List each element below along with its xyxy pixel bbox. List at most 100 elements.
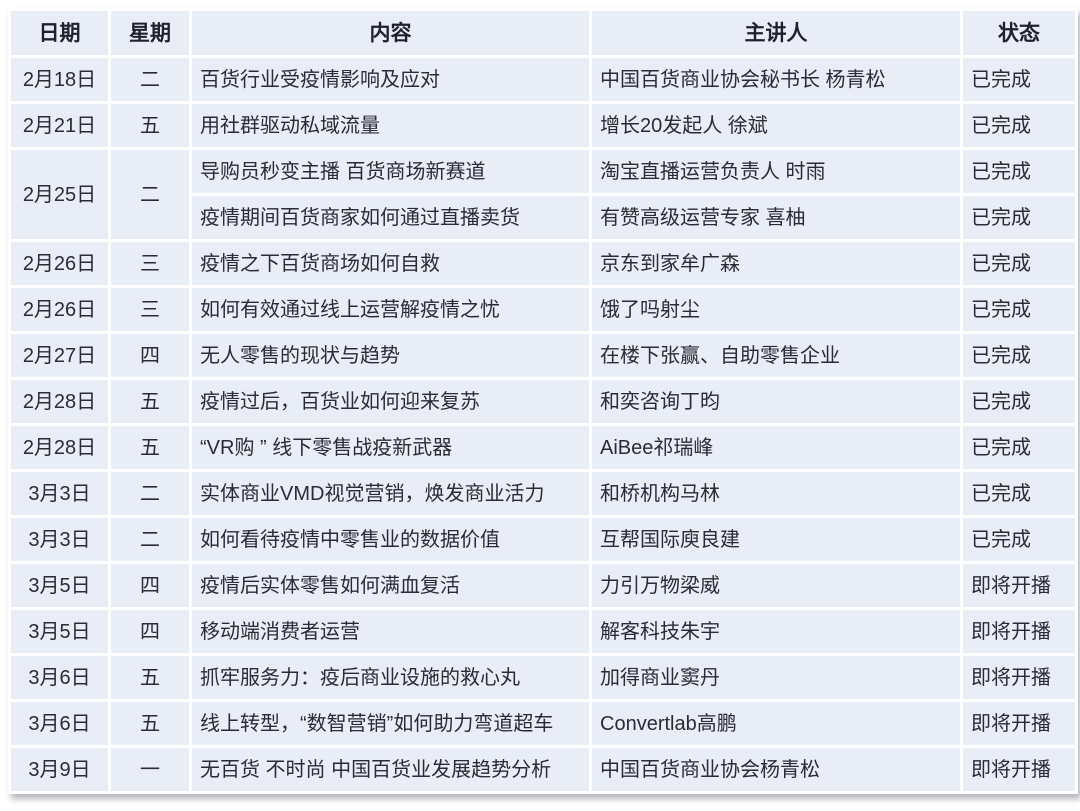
table-row: 疫情期间百货商家如何通过直播卖货 有赞高级运营专家 喜柚 已完成 xyxy=(11,196,1075,239)
table-row: 3月5日四疫情后实体零售如何满血复活 力引万物梁威 即将开播 xyxy=(11,564,1075,607)
cell-date: 2月26日 xyxy=(11,288,108,331)
cell-date: 3月6日 xyxy=(11,656,108,699)
cell-speaker: 解客科技朱宇 xyxy=(592,610,960,653)
schedule-table-wrap: 日期 星期 内容 主讲人 状态 2月18日二百货行业受疫情影响及应对 中国百货商业… xyxy=(8,8,1078,794)
cell-content: 疫情之下百货商场如何自救 xyxy=(192,242,589,285)
cell-speaker: 饿了吗射尘 xyxy=(592,288,960,331)
cell-content: 实体商业VMD视觉营销，焕发商业活力 xyxy=(192,472,589,515)
cell-weekday: 二 xyxy=(111,518,189,561)
cell-status: 已完成 xyxy=(963,518,1075,561)
cell-status: 已完成 xyxy=(963,58,1075,101)
webinar-schedule-table: 日期 星期 内容 主讲人 状态 2月18日二百货行业受疫情影响及应对 中国百货商业… xyxy=(8,8,1078,794)
column-header-date: 日期 xyxy=(11,11,108,55)
cell-speaker: Convertlab高鹏 xyxy=(592,702,960,745)
cell-date: 2月18日 xyxy=(11,58,108,101)
cell-status: 已完成 xyxy=(963,380,1075,423)
cell-status: 即将开播 xyxy=(963,564,1075,607)
cell-weekday: 三 xyxy=(111,242,189,285)
table-row: 3月6日五抓牢服务力：疫后商业设施的救心丸 加得商业窦丹 即将开播 xyxy=(11,656,1075,699)
cell-date: 2月28日 xyxy=(11,426,108,469)
cell-status: 即将开播 xyxy=(963,610,1075,653)
cell-status: 即将开播 xyxy=(963,656,1075,699)
cell-status: 已完成 xyxy=(963,426,1075,469)
column-header-status: 状态 xyxy=(963,11,1075,55)
cell-speaker: 中国百货商业协会秘书长 杨青松 xyxy=(592,58,960,101)
cell-content: 用社群驱动私域流量 xyxy=(192,104,589,147)
cell-weekday: 二 xyxy=(111,472,189,515)
cell-status: 即将开播 xyxy=(963,702,1075,745)
cell-date: 3月5日 xyxy=(11,564,108,607)
table-row: 2月26日三疫情之下百货商场如何自救 京东到家牟广森 已完成 xyxy=(11,242,1075,285)
table-row: 2月26日三如何有效通过线上运营解疫情之忧 饿了吗射尘 已完成 xyxy=(11,288,1075,331)
cell-weekday: 二 xyxy=(111,150,189,239)
cell-date: 2月28日 xyxy=(11,380,108,423)
table-row: 3月6日五线上转型，“数智营销”如何助力弯道超车 Convertlab高鹏 即将开播 xyxy=(11,702,1075,745)
cell-content: 导购员秒变主播 百货商场新赛道 xyxy=(192,150,589,193)
cell-date: 3月3日 xyxy=(11,472,108,515)
cell-content: 疫情期间百货商家如何通过直播卖货 xyxy=(192,196,589,239)
cell-content: 疫情过后，百货业如何迎来复苏 xyxy=(192,380,589,423)
cell-status: 即将开播 xyxy=(963,748,1075,791)
cell-date: 2月27日 xyxy=(11,334,108,377)
cell-speaker: 淘宝直播运营负责人 时雨 xyxy=(592,150,960,193)
table-row: 2月18日二百货行业受疫情影响及应对 中国百货商业协会秘书长 杨青松 已完成 xyxy=(11,58,1075,101)
cell-date: 2月26日 xyxy=(11,242,108,285)
cell-speaker: 互帮国际庾良建 xyxy=(592,518,960,561)
cell-status: 已完成 xyxy=(963,104,1075,147)
cell-content: “VR购 ” 线下零售战疫新武器 xyxy=(192,426,589,469)
cell-content: 无百货 不时尚 中国百货业发展趋势分析 xyxy=(192,748,589,791)
cell-weekday: 四 xyxy=(111,334,189,377)
cell-date: 3月3日 xyxy=(11,518,108,561)
cell-speaker: 增长20发起人 徐斌 xyxy=(592,104,960,147)
cell-speaker: AiBee祁瑞峰 xyxy=(592,426,960,469)
header-row: 日期 星期 内容 主讲人 状态 xyxy=(11,11,1075,55)
cell-weekday: 五 xyxy=(111,426,189,469)
table-row: 2月28日五疫情过后，百货业如何迎来复苏 和奕咨询丁昀 已完成 xyxy=(11,380,1075,423)
cell-status: 已完成 xyxy=(963,242,1075,285)
cell-weekday: 五 xyxy=(111,104,189,147)
cell-status: 已完成 xyxy=(963,288,1075,331)
cell-weekday: 一 xyxy=(111,748,189,791)
cell-content: 线上转型，“数智营销”如何助力弯道超车 xyxy=(192,702,589,745)
table-row: 2月25日二导购员秒变主播 百货商场新赛道 淘宝直播运营负责人 时雨 已完成 xyxy=(11,150,1075,239)
table-row: 2月27日四无人零售的现状与趋势 在楼下张赢、自助零售企业 已完成 xyxy=(11,334,1075,377)
cell-speaker: 和桥机构马林 xyxy=(592,472,960,515)
cell-content: 百货行业受疫情影响及应对 xyxy=(192,58,589,101)
cell-content: 如何看待疫情中零售业的数据价值 xyxy=(192,518,589,561)
cell-speaker: 力引万物梁威 xyxy=(592,564,960,607)
cell-speaker: 在楼下张赢、自助零售企业 xyxy=(592,334,960,377)
cell-content: 移动端消费者运营 xyxy=(192,610,589,653)
cell-status: 已完成 xyxy=(963,334,1075,377)
table-row: 3月3日二如何看待疫情中零售业的数据价值 互帮国际庾良建 已完成 xyxy=(11,518,1075,561)
cell-weekday: 四 xyxy=(111,610,189,653)
cell-speaker: 京东到家牟广森 xyxy=(592,242,960,285)
cell-weekday: 五 xyxy=(111,656,189,699)
cell-speaker: 和奕咨询丁昀 xyxy=(592,380,960,423)
schedule-rows: 2月18日二百货行业受疫情影响及应对 中国百货商业协会秘书长 杨青松 已完成 2月21… xyxy=(11,58,1075,791)
table-row: 3月9日一无百货 不时尚 中国百货业发展趋势分析 中国百货商业协会杨青松 即将开播 xyxy=(11,748,1075,791)
cell-date: 2月21日 xyxy=(11,104,108,147)
cell-content: 抓牢服务力：疫后商业设施的救心丸 xyxy=(192,656,589,699)
cell-weekday: 四 xyxy=(111,564,189,607)
table-row: 2月28日五 “VR购 ” 线下零售战疫新武器 AiBee祁瑞峰 已完成 xyxy=(11,426,1075,469)
cell-weekday: 五 xyxy=(111,702,189,745)
cell-weekday: 三 xyxy=(111,288,189,331)
cell-content: 疫情后实体零售如何满血复活 xyxy=(192,564,589,607)
table-row: 3月3日二实体商业VMD视觉营销，焕发商业活力 和桥机构马林 已完成 xyxy=(11,472,1075,515)
column-header-speaker: 主讲人 xyxy=(592,11,960,55)
column-header-content: 内容 xyxy=(192,11,589,55)
cell-speaker: 加得商业窦丹 xyxy=(592,656,960,699)
cell-status: 已完成 xyxy=(963,196,1075,239)
cell-date: 3月9日 xyxy=(11,748,108,791)
cell-content: 无人零售的现状与趋势 xyxy=(192,334,589,377)
cell-speaker: 有赞高级运营专家 喜柚 xyxy=(592,196,960,239)
cell-status: 已完成 xyxy=(963,472,1075,515)
table-row: 2月21日五用社群驱动私域流量 增长20发起人 徐斌 已完成 xyxy=(11,104,1075,147)
cell-date: 2月25日 xyxy=(11,150,108,239)
column-header-weekday: 星期 xyxy=(111,11,189,55)
cell-date: 3月5日 xyxy=(11,610,108,653)
table-row: 3月5日四移动端消费者运营 解客科技朱宇 即将开播 xyxy=(11,610,1075,653)
cell-status: 已完成 xyxy=(963,150,1075,193)
cell-speaker: 中国百货商业协会杨青松 xyxy=(592,748,960,791)
cell-content: 如何有效通过线上运营解疫情之忧 xyxy=(192,288,589,331)
